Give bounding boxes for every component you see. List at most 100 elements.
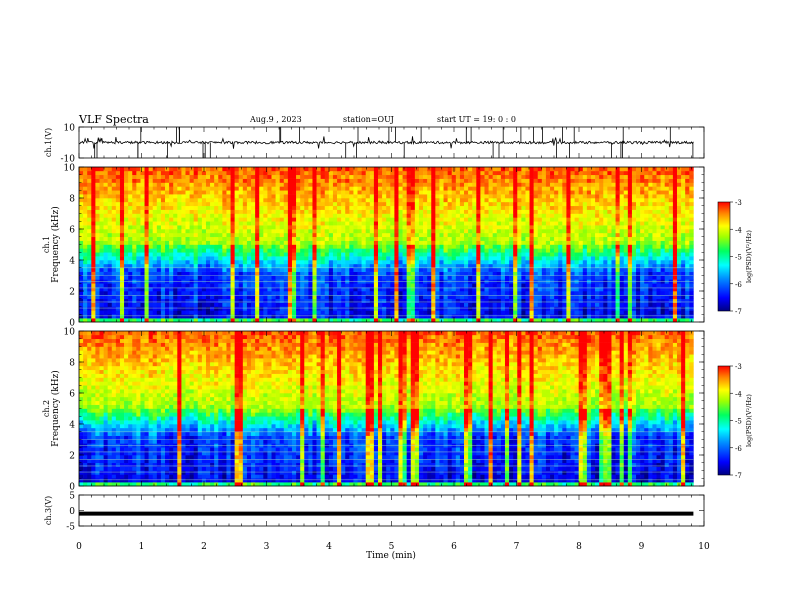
spectrogram-ch1-cell: [152, 201, 158, 207]
spectrogram-ch1-cell: [238, 260, 244, 265]
spectrogram-ch1-cell: [640, 209, 645, 214]
spectrogram-ch1-cell: [140, 201, 145, 207]
spectrogram-ch1-cell: [173, 248, 178, 253]
spectrogram-ch1-cell: [566, 287, 571, 292]
spectrogram-ch1-cell: [586, 221, 592, 226]
spectrogram-ch1-cell: [246, 236, 252, 241]
spectrogram-ch1-cell: [623, 229, 629, 234]
spectrogram-ch1-cell: [570, 248, 575, 253]
spectrogram-ch1-cell: [160, 244, 166, 249]
spectrogram-ch1-cell: [406, 201, 412, 207]
spectrogram-ch1-cell: [484, 294, 489, 300]
spectrogram-ch1-cell: [189, 201, 194, 207]
spectrogram-ch1-cell: [226, 209, 231, 214]
spectrogram-ch1-cell: [398, 283, 403, 288]
spectrogram-ch1-cell: [459, 198, 465, 203]
spectrogram-ch1-cell: [230, 240, 235, 245]
spectrogram-ch1-cell: [165, 283, 170, 288]
spectrogram-ch1-cell: [263, 221, 268, 226]
spectrogram-ch1-cell: [427, 244, 432, 249]
spectrogram-ch1-cell: [451, 294, 457, 300]
spectrogram-ch1-cell: [296, 260, 301, 265]
spectrogram-ch1-cell: [103, 205, 108, 210]
spectrogram-ch1-cell: [341, 256, 346, 261]
spectrogram-ch1-cell: [373, 240, 379, 245]
spectrogram-ch1-cell: [541, 310, 547, 315]
spectrogram-ch1-cell: [365, 318, 371, 323]
spectrogram-ch1-cell: [533, 263, 539, 269]
spectrogram-ch1-cell: [238, 302, 244, 307]
spectrogram-ch1-cell: [246, 306, 252, 311]
spectrogram-ch1-cell: [132, 232, 137, 238]
spectrogram-ch1-cell: [353, 213, 358, 218]
spectrogram-ch1-cell: [636, 252, 641, 257]
spectrogram-ch1-cell: [111, 217, 117, 222]
spectrogram-ch1-cell: [533, 232, 539, 238]
spectrogram-ch1-cell: [652, 194, 657, 199]
spectrogram-ch1-cell: [455, 225, 461, 230]
spectrogram-ch1-cell: [562, 201, 567, 207]
spectrogram-ch1-cell: [447, 314, 453, 319]
spectrogram-ch1-cell: [91, 310, 96, 315]
spectrogram-ch1-cell: [476, 260, 481, 265]
spectrogram-ch1-cell: [656, 244, 661, 249]
spectrogram-ch1-cell: [656, 306, 661, 311]
spectrogram-ch1-cell: [672, 271, 678, 276]
spectrogram-ch1-cell: [504, 306, 510, 311]
spectrogram-ch1-cell: [672, 302, 678, 307]
spectrogram-ch1-cell: [668, 240, 674, 245]
spectrogram-ch1-cell: [672, 240, 678, 245]
spectrogram-ch1-cell: [541, 201, 547, 207]
spectrogram-ch1-cell: [468, 263, 473, 269]
spectrogram-ch1-cell: [664, 302, 670, 307]
spectrogram-ch1-cell: [570, 271, 575, 276]
spectrogram-ch1-cell: [156, 256, 162, 261]
spectrogram-ch1-cell: [386, 256, 391, 261]
spectrogram-ch1-cell: [451, 302, 457, 307]
spectrogram-ch1-cell: [337, 244, 342, 249]
spectrogram-ch1-cell: [595, 205, 600, 210]
spectrogram-ch1-cell: [234, 194, 240, 199]
spectrogram-ch1-cell: [554, 209, 559, 214]
spectrogram-ch1-cell: [373, 229, 379, 234]
spectrogram-ch1-cell: [144, 318, 149, 323]
spectrogram-ch1-cell: [369, 240, 375, 245]
spectrogram-ch1-cell: [95, 209, 100, 214]
spectrogram-ch1-cell: [189, 275, 194, 280]
spectrogram-ch1-cell: [349, 248, 354, 253]
spectrogram-ch1-cell: [291, 283, 297, 288]
spectrogram-ch1-cell: [291, 198, 297, 203]
spectrogram-ch1-cell: [656, 209, 661, 214]
spectrogram-ch1-cell: [341, 260, 346, 265]
spectrogram-ch1-cell: [558, 260, 563, 265]
spectrogram-ch1-cell: [590, 260, 596, 265]
spectrogram-ch1-cell: [414, 205, 420, 210]
spectrogram-ch1-cell: [173, 229, 178, 234]
spectrogram-ch1-cell: [242, 275, 248, 280]
spectrogram-ch1-cell: [79, 287, 84, 292]
spectrogram-ch1-cell: [246, 283, 252, 288]
spectrogram-ch1-cell: [631, 291, 637, 296]
spectrogram-ch1-cell: [296, 291, 301, 296]
spectrogram-ch1-cell: [664, 275, 670, 280]
spectrogram-ch1-cell: [418, 267, 424, 272]
spectrogram-ch1-cell: [398, 318, 403, 323]
spectrogram-ch1-cell: [464, 306, 469, 311]
spectrogram-ch1-cell: [328, 260, 334, 265]
spectrogram-ch1-cell: [484, 256, 489, 261]
spectrogram-ch1-cell: [435, 217, 440, 222]
spectrogram-ch1-cell: [427, 217, 432, 222]
spectrogram-ch1-cell: [595, 256, 600, 261]
spectrogram-ch1-cell: [263, 252, 268, 257]
spectrogram-ch1-cell: [590, 232, 596, 238]
spectrogram-ch1-cell: [595, 291, 600, 296]
spectrogram-ch1-cell: [304, 298, 309, 303]
spectrogram-ch1-cell: [582, 229, 588, 234]
spectrogram-ch1-cell: [128, 283, 133, 288]
spectrogram-ch1-cell: [251, 310, 256, 315]
spectrogram-ch1-cell: [484, 260, 489, 265]
spectrogram-ch1-cell: [79, 248, 84, 253]
spectrogram-ch1-cell: [308, 267, 313, 272]
spectrogram-ch1-cell: [324, 252, 330, 257]
spectrogram-ch1-cell: [537, 194, 543, 199]
